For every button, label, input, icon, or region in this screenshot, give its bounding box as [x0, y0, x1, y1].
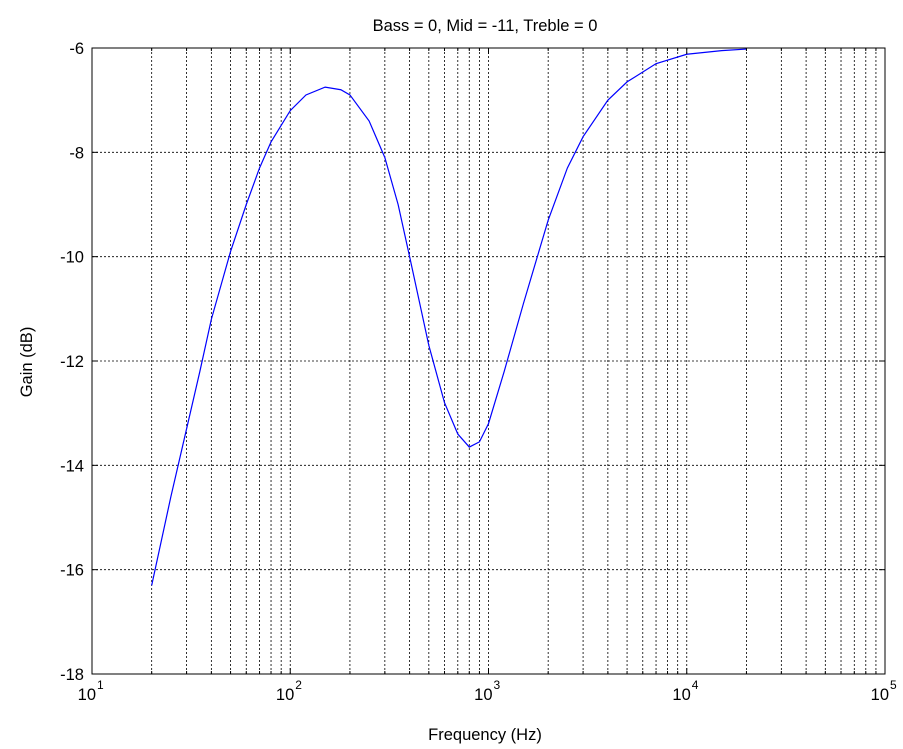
gain-curve	[151, 48, 747, 586]
grid	[92, 48, 885, 674]
y-tick-label: -8	[69, 144, 84, 162]
x-tick-label: 101	[78, 678, 104, 704]
plot-area	[151, 48, 747, 586]
y-tick-label: -18	[60, 666, 84, 684]
y-tick-label: -12	[60, 353, 84, 371]
x-tick-label: 104	[672, 678, 698, 704]
x-tick-exponent: 5	[890, 678, 897, 692]
chart-title: Bass = 0, Mid = -11, Treble = 0	[373, 17, 598, 35]
x-tick-label: 103	[474, 678, 500, 704]
x-tick-base: 10	[672, 686, 690, 704]
y-tick-label: -10	[60, 249, 84, 267]
x-tick-base: 10	[276, 686, 294, 704]
x-axis-label: Frequency (Hz)	[428, 726, 542, 744]
y-tick-label: -16	[60, 562, 84, 580]
y-tick-label: -6	[69, 40, 84, 58]
x-tick-label: 105	[871, 678, 897, 704]
x-tick-base: 10	[871, 686, 889, 704]
x-tick-exponent: 2	[295, 678, 302, 692]
x-tick-base: 10	[78, 686, 96, 704]
x-tick-exponent: 1	[97, 678, 104, 692]
y-tick-label: -14	[60, 457, 84, 475]
x-tick-label: 102	[276, 678, 302, 704]
x-tick-exponent: 3	[494, 678, 501, 692]
x-tick-exponent: 4	[692, 678, 699, 692]
x-tick-base: 10	[474, 686, 492, 704]
y-axis-label: Gain (dB)	[18, 327, 36, 398]
